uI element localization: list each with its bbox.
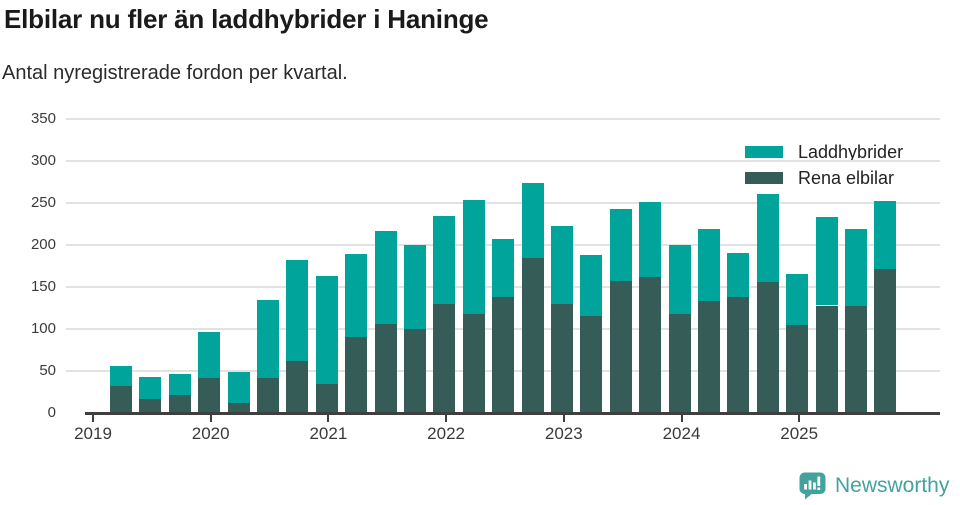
- bar-laddhybrider-2021-q3: [374, 230, 397, 324]
- bar-laddhybrider-2020-q2: [227, 371, 250, 403]
- bar-rena-elbilar-2025-q4: [874, 268, 897, 413]
- x-tick-2024: [680, 415, 683, 422]
- bar-rena-elbilar-2024-q3: [727, 297, 750, 413]
- bar-laddhybrider-2023-q2: [580, 255, 603, 317]
- bar-rena-elbilar-2023-q2: [580, 316, 603, 413]
- bar-rena-elbilar-2025-q1: [786, 324, 809, 413]
- legend-item-laddhybrider: Laddhybrider: [745, 139, 903, 165]
- bar-rena-elbilar-2019-q4: [168, 395, 191, 413]
- bar-laddhybrider-2019-q2: [110, 366, 132, 387]
- x-year-label-2022: 2022: [427, 424, 465, 443]
- bar-laddhybrider-2025-q2: [815, 217, 838, 306]
- bar-rena-elbilar-2024-q2: [698, 301, 720, 413]
- legend-swatch-laddhybrider-icon: [745, 146, 783, 158]
- gridline-350: [66, 118, 940, 120]
- x-tick-2025: [798, 415, 801, 422]
- y-tick-label-250: 250: [30, 194, 56, 211]
- x-year-label-2023: 2023: [544, 424, 583, 443]
- brand-name: Newsworthy: [835, 474, 950, 497]
- bar-rena-elbilar-2023-q1: [551, 303, 573, 413]
- x-tick-2023: [562, 415, 565, 422]
- bar-laddhybrider-2025-q3: [845, 229, 867, 307]
- bar-rena-elbilar-2024-q1: [668, 313, 691, 413]
- chart-subtitle: Antal nyregistrerade fordon per kvartal.: [2, 62, 348, 84]
- y-tick-label-100: 100: [30, 320, 56, 337]
- bar-laddhybrider-2019-q3: [139, 376, 162, 399]
- bar-rena-elbilar-2020-q2: [227, 402, 250, 413]
- bar-laddhybrider-2024-q3: [727, 253, 750, 298]
- y-tick-label-350: 350: [30, 110, 56, 127]
- y-tick-label-300: 300: [30, 152, 56, 169]
- legend-label-laddhybrider: Laddhybrider: [798, 141, 904, 162]
- x-year-label-2024: 2024: [662, 424, 701, 443]
- x-year-label-2021: 2021: [309, 424, 348, 443]
- bar-rena-elbilar-2022-q2: [462, 313, 485, 413]
- brand-footer: Newsworthy: [798, 472, 949, 500]
- bar-laddhybrider-2022-q1: [433, 215, 456, 304]
- bar-rena-elbilar-2019-q3: [139, 398, 162, 413]
- bar-rena-elbilar-2022-q3: [492, 297, 515, 413]
- x-tick-2022: [445, 415, 448, 422]
- y-tick-label-0: 0: [47, 404, 56, 421]
- bar-laddhybrider-2021-q1: [315, 276, 338, 384]
- bar-laddhybrider-2021-q4: [404, 245, 426, 329]
- legend: Laddhybrider Rena elbilar: [745, 139, 903, 191]
- chart-title: Elbilar nu fler än laddhybrider i Haning…: [4, 4, 489, 34]
- bar-rena-elbilar-2019-q2: [110, 386, 132, 413]
- bar-laddhybrider-2023-q3: [609, 208, 632, 282]
- bar-laddhybrider-2024-q2: [698, 229, 720, 302]
- bar-laddhybrider-2025-q1: [786, 274, 809, 325]
- x-tick-2021: [327, 415, 330, 422]
- y-tick-label-50: 50: [39, 362, 56, 379]
- bar-rena-elbilar-2021-q2: [345, 337, 368, 413]
- bar-rena-elbilar-2024-q4: [756, 282, 779, 413]
- gridline-300: [66, 160, 940, 162]
- bar-rena-elbilar-2020-q3: [257, 377, 279, 413]
- bar-laddhybrider-2022-q2: [462, 199, 485, 314]
- bar-laddhybrider-2025-q4: [874, 200, 897, 269]
- bar-rena-elbilar-2023-q4: [639, 276, 662, 413]
- bar-laddhybrider-2019-q4: [168, 374, 191, 396]
- bar-laddhybrider-2020-q3: [257, 299, 279, 378]
- bar-laddhybrider-2024-q4: [756, 193, 779, 282]
- bar-rena-elbilar-2021-q3: [374, 324, 397, 413]
- bar-laddhybrider-2023-q1: [551, 225, 573, 304]
- bar-laddhybrider-2020-q1: [198, 332, 221, 378]
- plot-area: Laddhybrider Rena elbilar 0 50 100 150 200 25…: [30, 110, 940, 443]
- legend-label-rena-elbilar: Rena elbilar: [798, 167, 895, 188]
- bar-laddhybrider-2021-q2: [345, 254, 368, 338]
- bar-laddhybrider-2022-q4: [521, 182, 544, 258]
- bar-rena-elbilar-2020-q4: [286, 360, 309, 413]
- bar-rena-elbilar-2020-q1: [198, 377, 221, 413]
- bar-rena-elbilar-2021-q4: [404, 329, 426, 413]
- y-tick-label-150: 150: [30, 278, 56, 295]
- x-year-label-2019: 2019: [74, 424, 112, 443]
- x-year-label-2020: 2020: [191, 424, 230, 443]
- x-axis-line: [85, 412, 940, 415]
- newsworthy-logo-icon: [799, 472, 826, 500]
- x-year-label-2025: 2025: [780, 424, 819, 443]
- gridline-250: [66, 202, 940, 204]
- bar-rena-elbilar-2025-q2: [815, 305, 838, 413]
- bar-rena-elbilar-2023-q3: [609, 281, 632, 413]
- bar-laddhybrider-2024-q1: [668, 245, 691, 314]
- bar-laddhybrider-2020-q4: [286, 260, 309, 361]
- bar-rena-elbilar-2022-q4: [521, 257, 544, 413]
- x-tick-2019: [92, 415, 94, 422]
- bar-rena-elbilar-2021-q1: [315, 383, 338, 413]
- bar-rena-elbilar-2025-q3: [845, 306, 867, 413]
- bar-laddhybrider-2022-q3: [492, 239, 515, 298]
- bar-laddhybrider-2023-q4: [639, 202, 662, 277]
- legend-swatch-rena-elbilar-icon: [745, 172, 783, 184]
- legend-item-rena-elbilar: Rena elbilar: [745, 165, 903, 191]
- x-tick-2020: [209, 415, 212, 422]
- y-tick-label-200: 200: [30, 236, 56, 253]
- bar-rena-elbilar-2022-q1: [433, 303, 456, 413]
